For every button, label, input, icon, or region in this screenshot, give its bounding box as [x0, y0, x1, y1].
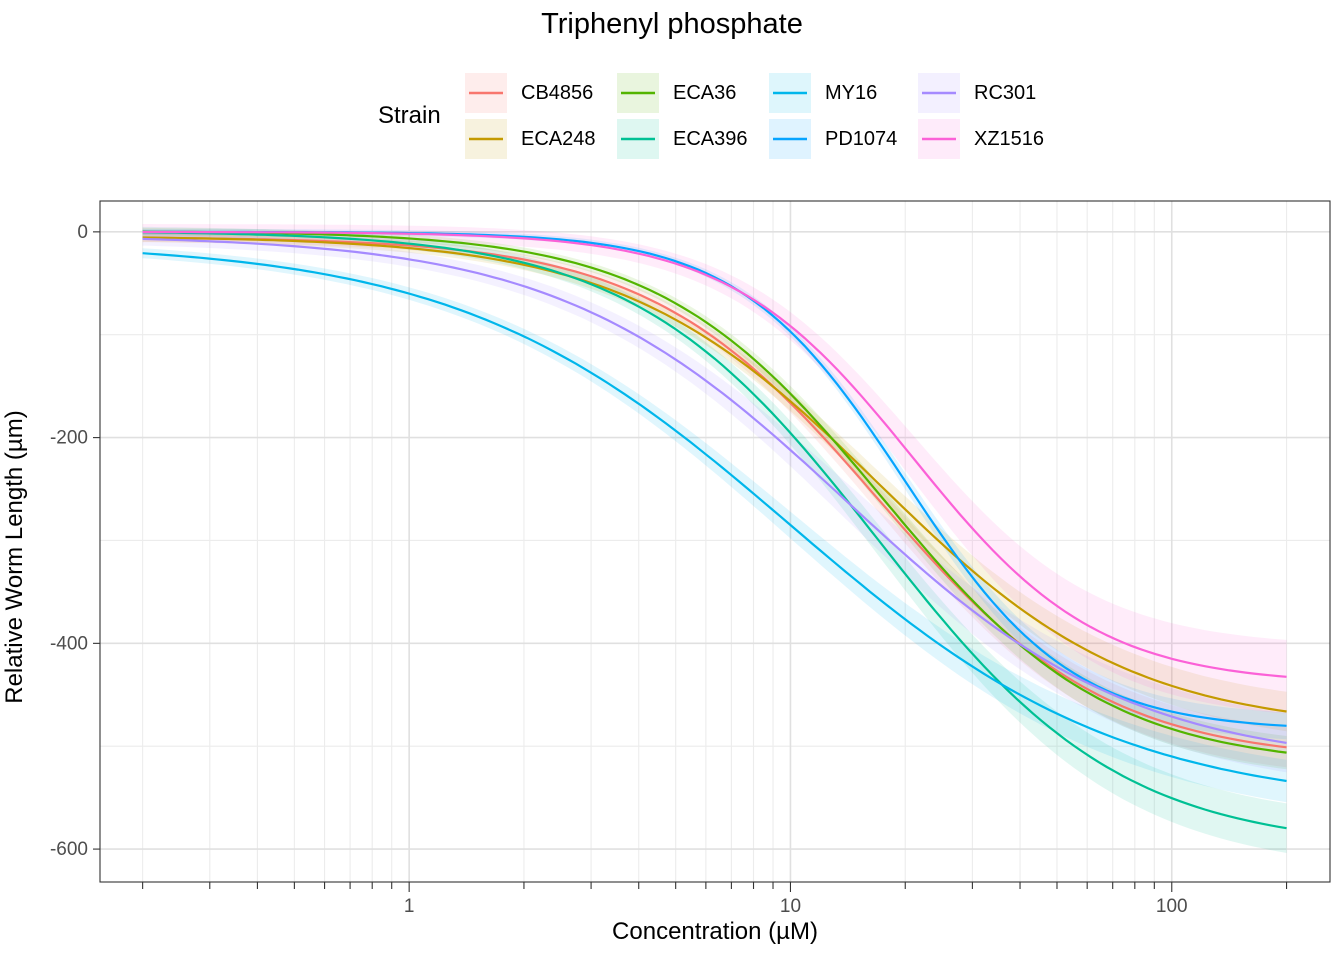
x-axis: 1 10 100 — [142, 882, 1288, 917]
legend-key — [617, 73, 659, 113]
legend-title: Strain — [378, 102, 441, 129]
major-grid — [100, 201, 1330, 882]
y-tick-label: -200 — [50, 428, 88, 449]
legend-key — [769, 73, 811, 113]
line-cb4856 — [142, 236, 1287, 749]
line-my16 — [142, 252, 1287, 783]
band-my16 — [142, 248, 1287, 803]
legend-label: RC301 — [974, 82, 1037, 104]
confidence-bands — [142, 224, 1287, 853]
band-eca36 — [142, 227, 1287, 770]
legend-key — [769, 119, 811, 159]
band-eca396 — [142, 226, 1287, 853]
y-axis: 0 -200 -400 -600 — [50, 222, 100, 860]
y-axis-label: Relative Worm Length (µm) — [1, 410, 28, 704]
series-lines — [142, 230, 1287, 830]
legend-key — [617, 119, 659, 159]
legend-key — [918, 73, 960, 113]
y-tick-label: 0 — [77, 222, 88, 243]
legend-label: ECA36 — [673, 82, 737, 104]
band-cb4856 — [142, 233, 1287, 768]
x-axis-label: Concentration (µM) — [612, 918, 818, 945]
band-eca248 — [142, 233, 1287, 732]
line-eca396 — [142, 231, 1287, 830]
legend-label: XZ1516 — [974, 128, 1045, 150]
line-eca248 — [142, 236, 1287, 713]
legend-label: PD1074 — [825, 128, 898, 150]
line-rc301 — [142, 237, 1287, 744]
legend-key — [465, 73, 507, 113]
legend-key — [918, 119, 960, 159]
y-tick-label: -600 — [50, 839, 88, 860]
panel-border — [99, 200, 1331, 883]
line-xz1516 — [142, 230, 1287, 678]
legend-label: MY16 — [825, 82, 878, 104]
x-tick-label: 100 — [1156, 896, 1188, 917]
line-eca36 — [142, 230, 1287, 754]
minor-grid — [100, 201, 1330, 882]
legend-label: CB4856 — [521, 82, 594, 104]
y-tick-label: -400 — [50, 633, 88, 654]
band-rc301 — [142, 232, 1287, 773]
legend-label: ECA248 — [521, 128, 596, 150]
x-tick-label: 10 — [780, 896, 801, 917]
band-xz1516 — [142, 224, 1287, 714]
x-tick-label: 1 — [404, 896, 415, 917]
chart-title: Triphenyl phosphate — [541, 8, 803, 40]
legend-key — [465, 119, 507, 159]
legend-label: ECA396 — [673, 128, 748, 150]
